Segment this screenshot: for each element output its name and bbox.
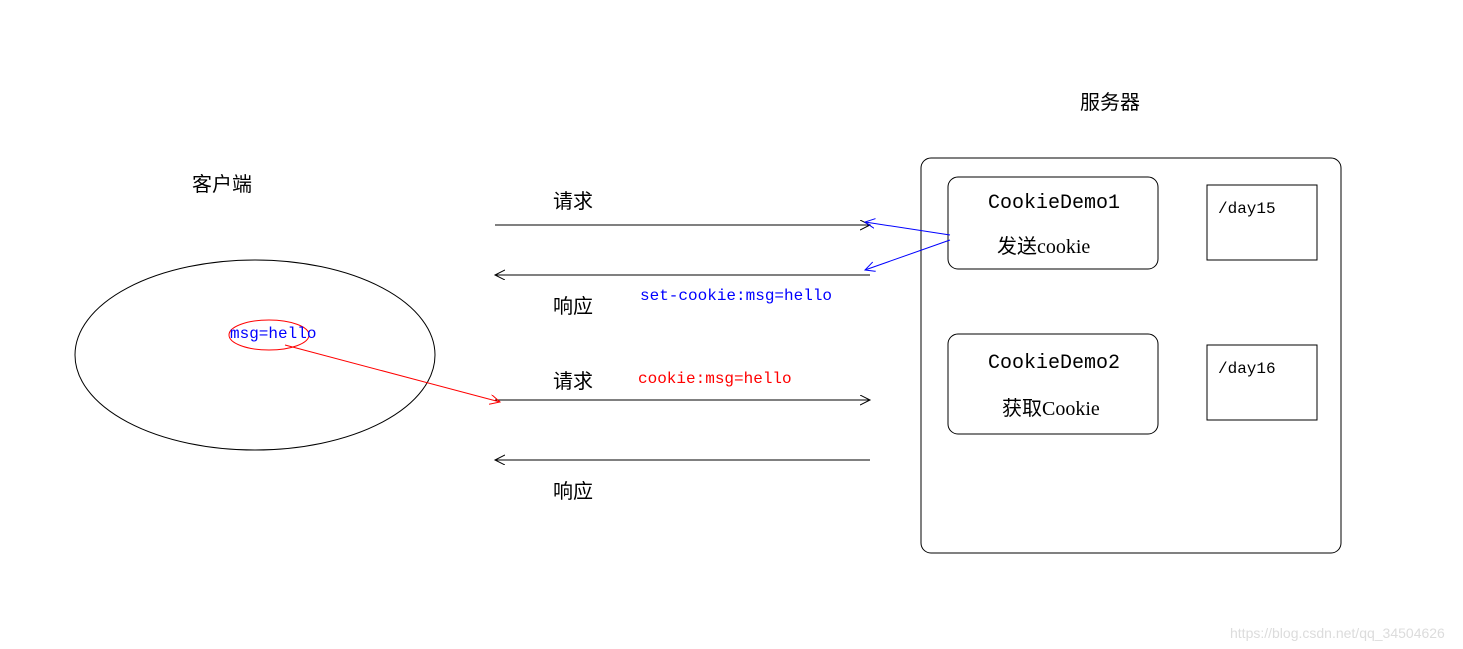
set-cookie-text: set-cookie:msg=hello <box>640 287 832 305</box>
demo1-title: CookieDemo1 <box>988 192 1120 215</box>
server-label: 服务器 <box>1080 86 1140 115</box>
path2-label: /day16 <box>1218 360 1276 378</box>
cookie-header-text: cookie:msg=hello <box>638 370 792 388</box>
request2-label: 请求 <box>553 365 593 394</box>
response1-label: 响应 <box>553 290 593 319</box>
client-label: 客户端 <box>192 168 252 197</box>
msg-hello-text: msg=hello <box>230 325 316 343</box>
path1-label: /day15 <box>1218 200 1276 218</box>
demo2-title: CookieDemo2 <box>988 352 1120 375</box>
request1-label: 请求 <box>553 185 593 214</box>
client-ellipse <box>75 260 435 450</box>
demo1-sub: 发送cookie <box>997 230 1090 259</box>
path1-rect <box>1207 185 1317 260</box>
server-rect <box>921 158 1341 553</box>
path2-rect <box>1207 345 1317 420</box>
blue-arrow-to-response <box>865 240 950 270</box>
response2-label: 响应 <box>553 475 593 504</box>
blue-arrow-to-request <box>865 222 950 235</box>
red-arrow-msg <box>285 345 500 402</box>
watermark-text: https://blog.csdn.net/qq_34504626 <box>1230 625 1445 641</box>
diagram-svg <box>0 0 1463 649</box>
demo2-sub: 获取Cookie <box>1002 392 1100 421</box>
